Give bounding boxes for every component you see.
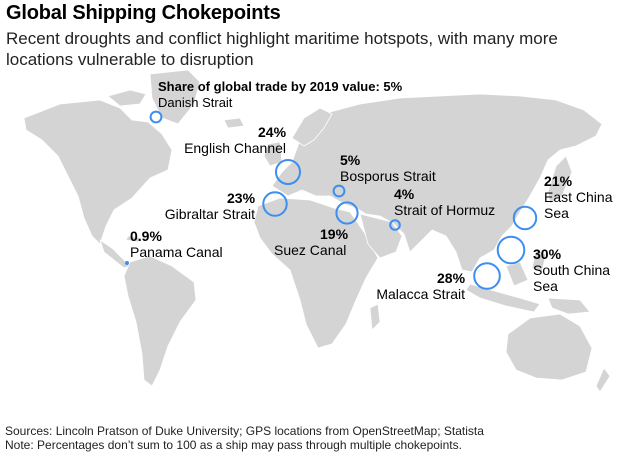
suez-canal-share: 19% [320,226,349,242]
east-china-sea-share: 21% [544,173,573,189]
suez-canal-name: Suez Canal [274,242,347,258]
english-channel-share: 24% [258,124,287,140]
north-america-landmass [23,99,173,245]
gibraltar-strait-name: Gibraltar Strait [164,206,256,222]
page-subtitle: Recent droughts and conflict highlight m… [6,29,558,69]
central-america-landmass [99,239,131,269]
malacca-strait-label: 28% Malacca Strait [373,270,465,302]
legend: Share of global trade by 2019 value: 5% … [158,79,402,111]
east-china-sea-marker[interactable] [512,205,538,231]
suez-canal-label: 19% Suez Canal [274,226,348,258]
suez-canal-marker[interactable] [335,201,359,225]
iceland-landmass [223,117,245,129]
bosporus-strait-share: 5% [340,152,361,168]
gibraltar-strait-share: 23% [227,190,256,206]
east-china-sea-name: East China Sea [544,189,613,221]
panama-canal-label: 0.9% Panama Canal [130,228,223,260]
footer: Sources: Lincoln Pratson of Duke Univers… [5,424,484,452]
danish-strait-marker[interactable] [149,110,163,124]
strait-of-hormuz-name: Strait of Hormuz [394,202,496,218]
south-china-sea-label: 30% South China Sea [533,246,619,294]
greenland-landmass [149,69,201,125]
english-channel-label: 24% English Channel [184,124,286,156]
south-china-sea-share: 30% [533,246,562,262]
panama-canal-marker[interactable] [125,261,129,265]
south-america-landmass [123,255,197,387]
sources-note: Sources: Lincoln Pratson of Duke Univers… [5,424,484,438]
australia-landmass [505,313,593,381]
south-china-sea-marker[interactable] [496,235,526,265]
new-zealand-landmass [595,367,611,393]
legend-example-label: Danish Strait [158,95,233,110]
strait-of-hormuz-share: 4% [394,186,415,202]
caribbean-landmass [125,235,143,243]
panama-canal-name: Panama Canal [130,244,223,260]
gibraltar-strait-label: 23% Gibraltar Strait [161,190,255,222]
bosporus-strait-label: 5% Bosporus Strait [340,152,436,184]
scandinavia-landmass [291,107,333,147]
east-china-sea-label: 21% East China Sea [544,173,616,221]
malacca-strait-name: Malacca Strait [376,286,466,302]
madagascar-landmass [369,303,381,331]
eurasia-landmass [271,93,603,273]
english-channel-marker[interactable] [275,159,301,185]
japan-landmass [547,155,573,205]
english-channel-name: English Channel [184,140,287,156]
bosporus-strait-name: Bosporus Strait [340,168,436,184]
malacca-strait-share: 28% [437,270,466,286]
africa-landmass [253,197,379,349]
legend-title: Share of global trade by 2019 value: 5% [158,79,403,94]
new-guinea-landmass [547,297,591,315]
panama-canal-share: 0.9% [130,228,162,244]
bosporus-strait-marker[interactable] [332,184,346,198]
page-title: Global Shipping Chokepoints [6,2,281,24]
percent-note: Note: Percentages don’t sum to 100 as a … [5,438,462,452]
strait-of-hormuz-marker[interactable] [389,219,401,231]
south-china-sea-name: South China Sea [533,262,611,294]
britain-landmass [263,141,283,167]
gibraltar-strait-marker[interactable] [262,191,288,217]
malacca-strait-marker[interactable] [473,262,501,290]
strait-of-hormuz-label: 4% Strait of Hormuz [394,186,495,218]
